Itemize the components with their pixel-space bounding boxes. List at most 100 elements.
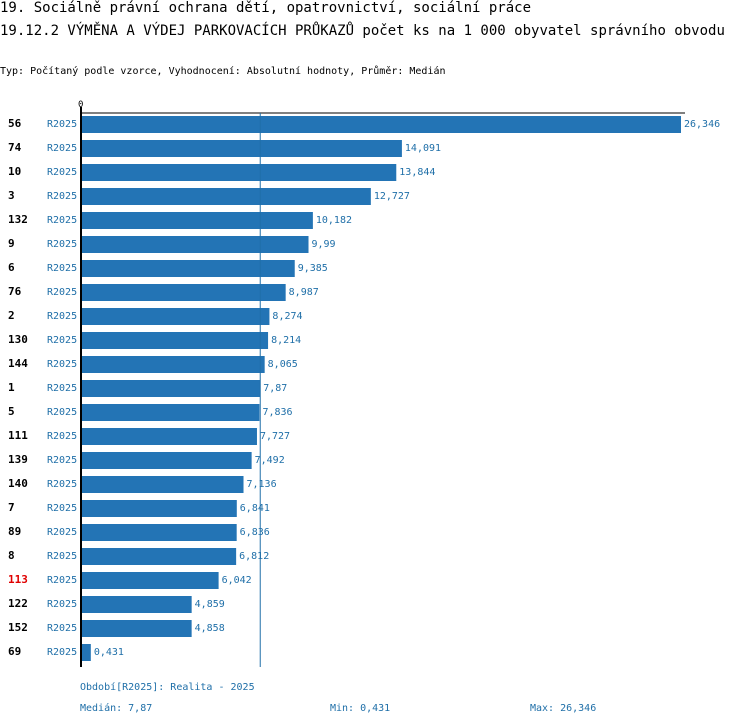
value-label: 0,431 (94, 647, 124, 658)
period-label: R2025 (47, 287, 77, 298)
value-label: 13,844 (399, 167, 435, 178)
value-label: 8,065 (268, 359, 298, 370)
period-label: R2025 (47, 311, 77, 322)
period-label: R2025 (47, 527, 77, 538)
bar (81, 332, 269, 349)
row-id-label: 132 (8, 213, 28, 226)
bar (81, 380, 261, 397)
bar (81, 524, 237, 541)
value-label: 8,274 (272, 311, 302, 322)
bar (81, 476, 244, 493)
footer-min: Min: 0,431 (330, 703, 391, 714)
value-label: 4,858 (195, 623, 225, 634)
period-label: R2025 (47, 503, 77, 514)
bar (81, 164, 397, 181)
bar (81, 452, 252, 469)
bar (81, 236, 309, 253)
row-id-label: 8 (8, 549, 15, 562)
period-label: R2025 (47, 407, 77, 418)
period-label: R2025 (47, 167, 77, 178)
row-id-label: 139 (8, 453, 28, 466)
row-id-label: 111 (8, 429, 28, 442)
value-label: 6,836 (240, 527, 270, 538)
bar (81, 500, 237, 517)
bar (81, 140, 402, 157)
footer-period: Období[R2025]: Realita - 2025 (80, 682, 255, 693)
bar (81, 644, 91, 661)
bar (81, 116, 681, 133)
row-id-label: 130 (8, 333, 28, 346)
row-id-label: 122 (8, 597, 28, 610)
row-id-label: 5 (8, 405, 15, 418)
bar (81, 212, 313, 229)
bar (81, 356, 265, 373)
row-id-label: 1 (8, 381, 15, 394)
row-id-label: 3 (8, 189, 15, 202)
bar (81, 260, 295, 277)
value-label: 6,841 (240, 503, 270, 514)
row-id-label: 140 (8, 477, 28, 490)
value-label: 7,136 (247, 479, 277, 490)
period-label: R2025 (47, 647, 77, 658)
bar (81, 284, 286, 301)
period-label: R2025 (47, 191, 77, 202)
footer-max: Max: 26,346 (530, 703, 597, 714)
value-label: 12,727 (374, 191, 410, 202)
period-label: R2025 (47, 479, 77, 490)
bar (81, 548, 237, 565)
period-label: R2025 (47, 599, 77, 610)
bar (81, 572, 219, 589)
value-label: 7,492 (255, 455, 285, 466)
value-label: 8,214 (271, 335, 301, 346)
period-label: R2025 (47, 575, 77, 586)
period-label: R2025 (47, 335, 77, 346)
axis-zero-label: 0 (78, 100, 83, 110)
chart-title-section: 19. Sociálně právní ochrana dětí, opatro… (0, 0, 532, 16)
period-label: R2025 (47, 119, 77, 130)
row-id-label: 7 (8, 501, 15, 514)
chart-title-indicator: 19.12.2 VÝMĚNA A VÝDEJ PARKOVACÍCH PRŮKA… (0, 23, 725, 39)
bar (81, 308, 270, 325)
chart-subtitle: Typ: Počítaný podle vzorce, Vyhodnocení:… (0, 66, 446, 77)
period-label: R2025 (47, 143, 77, 154)
period-label: R2025 (47, 623, 77, 634)
row-id-label: 76 (8, 285, 22, 298)
row-id-label: 113 (8, 573, 28, 586)
bar (81, 188, 371, 205)
period-label: R2025 (47, 263, 77, 274)
row-id-label: 2 (8, 309, 15, 322)
row-id-label: 144 (8, 357, 28, 370)
period-label: R2025 (47, 215, 77, 226)
period-label: R2025 (47, 551, 77, 562)
row-id-label: 6 (8, 261, 15, 274)
value-label: 9,99 (312, 239, 336, 250)
period-label: R2025 (47, 455, 77, 466)
period-label: R2025 (47, 239, 77, 250)
row-id-label: 9 (8, 237, 15, 250)
value-label: 7,836 (262, 407, 292, 418)
period-label: R2025 (47, 431, 77, 442)
row-id-label: 74 (8, 141, 22, 154)
value-label: 6,812 (239, 551, 269, 562)
value-label: 14,091 (405, 143, 441, 154)
value-label: 4,859 (195, 599, 225, 610)
period-label: R2025 (47, 383, 77, 394)
value-label: 10,182 (316, 215, 352, 226)
value-label: 7,727 (260, 431, 290, 442)
footer-median: Medián: 7,87 (80, 703, 153, 714)
value-label: 8,987 (289, 287, 319, 298)
value-label: 6,042 (222, 575, 252, 586)
row-id-label: 56 (8, 117, 22, 130)
value-label: 26,346 (684, 119, 720, 130)
bar (81, 620, 192, 637)
value-label: 7,87 (263, 383, 287, 394)
bar (81, 596, 192, 613)
row-id-label: 69 (8, 645, 21, 658)
bar (81, 428, 257, 445)
row-id-label: 152 (8, 621, 28, 634)
row-id-label: 10 (8, 165, 21, 178)
period-label: R2025 (47, 359, 77, 370)
bar (81, 404, 260, 421)
value-label: 9,385 (298, 263, 328, 274)
